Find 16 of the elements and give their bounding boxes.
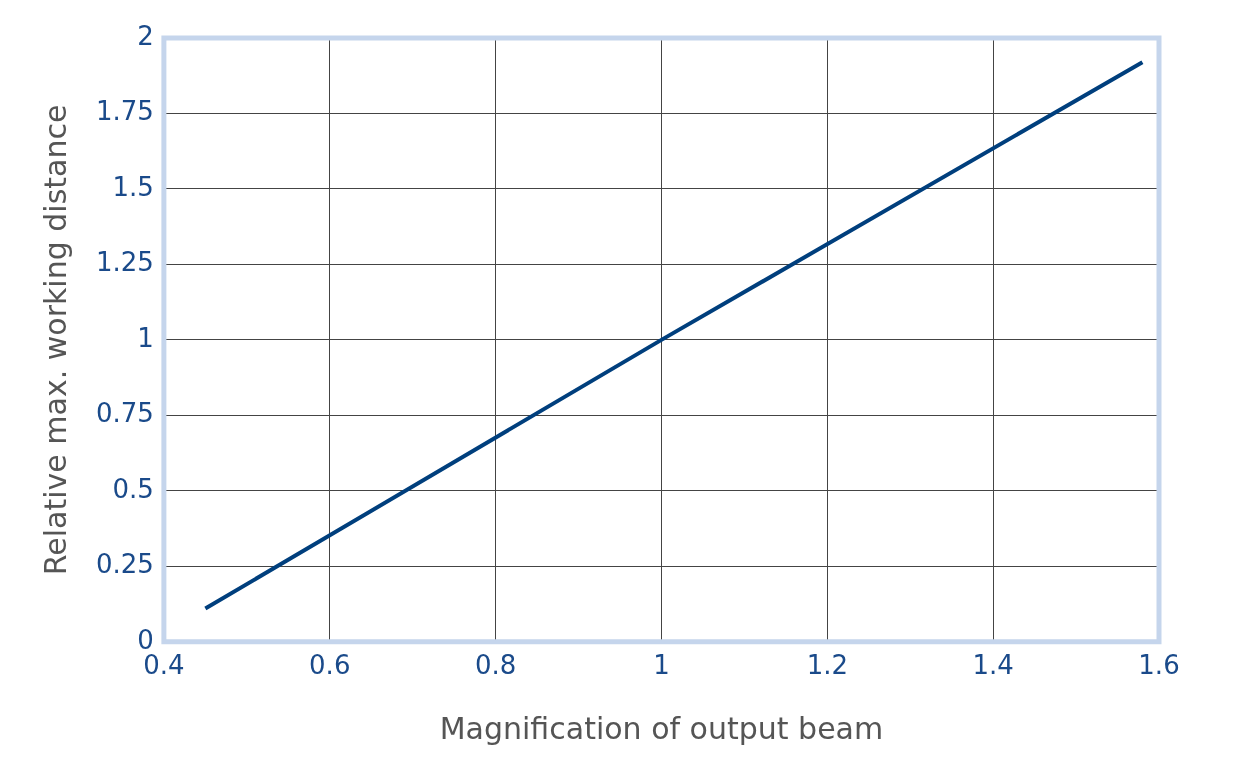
y-tick-label: 1.25: [96, 247, 154, 278]
x-tick-label: 0.6: [309, 650, 351, 681]
y-tick-label: 0.25: [96, 549, 154, 580]
y-tick-label: 0.5: [112, 473, 154, 504]
x-axis-title: Magnification of output beam: [439, 710, 884, 746]
y-tick-label: 0.75: [96, 398, 154, 429]
y-tick-label: 1.75: [96, 96, 154, 127]
x-tick-label: 1.2: [806, 650, 848, 681]
y-axis-title: Relative max. working distance: [37, 104, 73, 576]
y-tick-label: 1: [137, 322, 154, 353]
y-tick-label: 1.5: [112, 171, 154, 202]
x-tick-label: 1.4: [972, 650, 1014, 681]
x-tick-label: 0.8: [474, 650, 517, 681]
x-tick-label: 1: [653, 650, 670, 681]
y-tick-label: 2: [137, 20, 154, 51]
x-tick-label: 1.6: [1138, 650, 1180, 681]
